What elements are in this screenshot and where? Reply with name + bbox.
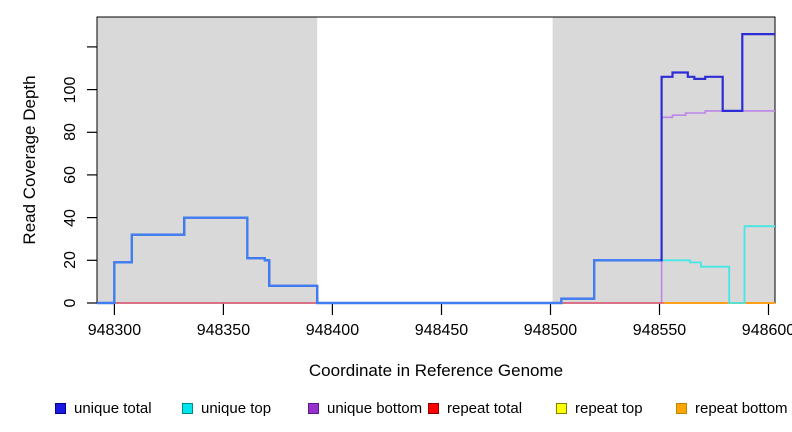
legend-swatch-icon — [676, 402, 687, 414]
series-line-blend-unique-total — [97, 216, 661, 305]
x-tick-label: 948500 — [523, 322, 578, 339]
legend-swatch-icon — [55, 402, 66, 414]
legend-item-unique-bottom: unique bottom — [308, 399, 422, 417]
shaded-region — [552, 17, 775, 303]
shaded-region — [97, 17, 318, 303]
legend-swatch-icon — [182, 402, 193, 414]
y-tick-label: 20 — [62, 251, 79, 270]
legend-item-unique-total: unique total — [55, 399, 152, 417]
legend-label: unique total — [74, 399, 152, 417]
legend-item-repeat-total: repeat total — [428, 399, 522, 417]
legend-label: unique top — [201, 399, 272, 417]
legend-label: repeat top — [575, 399, 643, 417]
y-tick-label: 80 — [62, 123, 79, 142]
y-tick-label: 100 — [62, 76, 79, 103]
x-tick-label: 948400 — [305, 322, 360, 339]
y-axis-title: Read Coverage Depth — [20, 75, 39, 245]
x-tick-label: 948600 — [741, 322, 792, 339]
x-tick-label: 948350 — [196, 322, 251, 339]
x-tick-label: 948550 — [632, 322, 687, 339]
x-tick-label: 948450 — [414, 322, 469, 339]
legend-item-repeat-bottom: repeat bottom — [676, 399, 788, 417]
legend-label: unique bottom — [327, 399, 423, 417]
y-tick-label: 60 — [62, 165, 79, 184]
y-tick-label: 40 — [62, 208, 79, 227]
legend-swatch-icon — [428, 402, 439, 414]
x-tick-label: 948300 — [87, 322, 142, 339]
legend-swatch-icon — [556, 402, 567, 414]
legend-item-unique-top: unique top — [182, 399, 271, 417]
y-tick-label: 0 — [62, 298, 79, 308]
legend-item-repeat-top: repeat top — [556, 399, 643, 417]
legend-swatch-icon — [308, 402, 319, 414]
x-axis-title: Coordinate in Reference Genome — [308, 361, 564, 380]
legend-label: repeat bottom — [695, 399, 788, 417]
legend-label: repeat total — [447, 399, 523, 417]
